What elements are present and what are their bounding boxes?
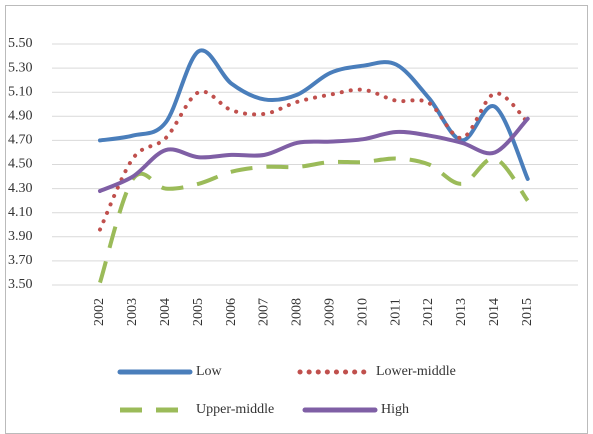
legend-label: Upper-middle <box>196 402 274 417</box>
y-tick-label: 4.10 <box>8 205 33 220</box>
y-tick-label: 4.90 <box>8 109 33 124</box>
series-line <box>98 48 530 181</box>
x-tick-label: 2003 <box>125 298 140 326</box>
x-tick-label: 2010 <box>355 298 370 326</box>
x-tick-label: 2006 <box>224 298 239 326</box>
y-tick-label: 3.70 <box>8 253 33 268</box>
legend-label: High <box>381 402 409 417</box>
y-tick-label: 3.90 <box>8 229 33 244</box>
legend-label: Low <box>196 364 223 379</box>
x-tick-label: 2009 <box>323 298 338 326</box>
y-tick-label: 3.50 <box>8 277 33 292</box>
x-tick-label: 2002 <box>92 298 107 326</box>
y-tick-label: 4.50 <box>8 157 33 172</box>
y-tick-label: 4.70 <box>8 133 33 148</box>
y-tick-label: 5.10 <box>8 84 33 99</box>
chart-frame <box>5 5 588 434</box>
x-tick-label: 2011 <box>388 298 403 325</box>
x-tick-label: 2004 <box>158 298 173 326</box>
series-line <box>98 87 530 232</box>
series-line <box>98 116 530 194</box>
x-tick-label: 2012 <box>421 298 436 326</box>
legend-label: Lower-middle <box>376 364 456 379</box>
series-line <box>98 156 530 284</box>
x-tick-label: 2013 <box>454 298 469 326</box>
x-tick-label: 2008 <box>290 298 305 326</box>
y-tick-label: 5.30 <box>8 60 33 75</box>
x-tick-label: 2005 <box>191 298 206 326</box>
y-tick-label: 5.50 <box>8 36 33 51</box>
y-tick-label: 4.30 <box>8 181 33 196</box>
x-tick-label: 2015 <box>520 298 535 326</box>
x-tick-label: 2007 <box>257 298 272 326</box>
x-tick-label: 2014 <box>487 298 502 326</box>
